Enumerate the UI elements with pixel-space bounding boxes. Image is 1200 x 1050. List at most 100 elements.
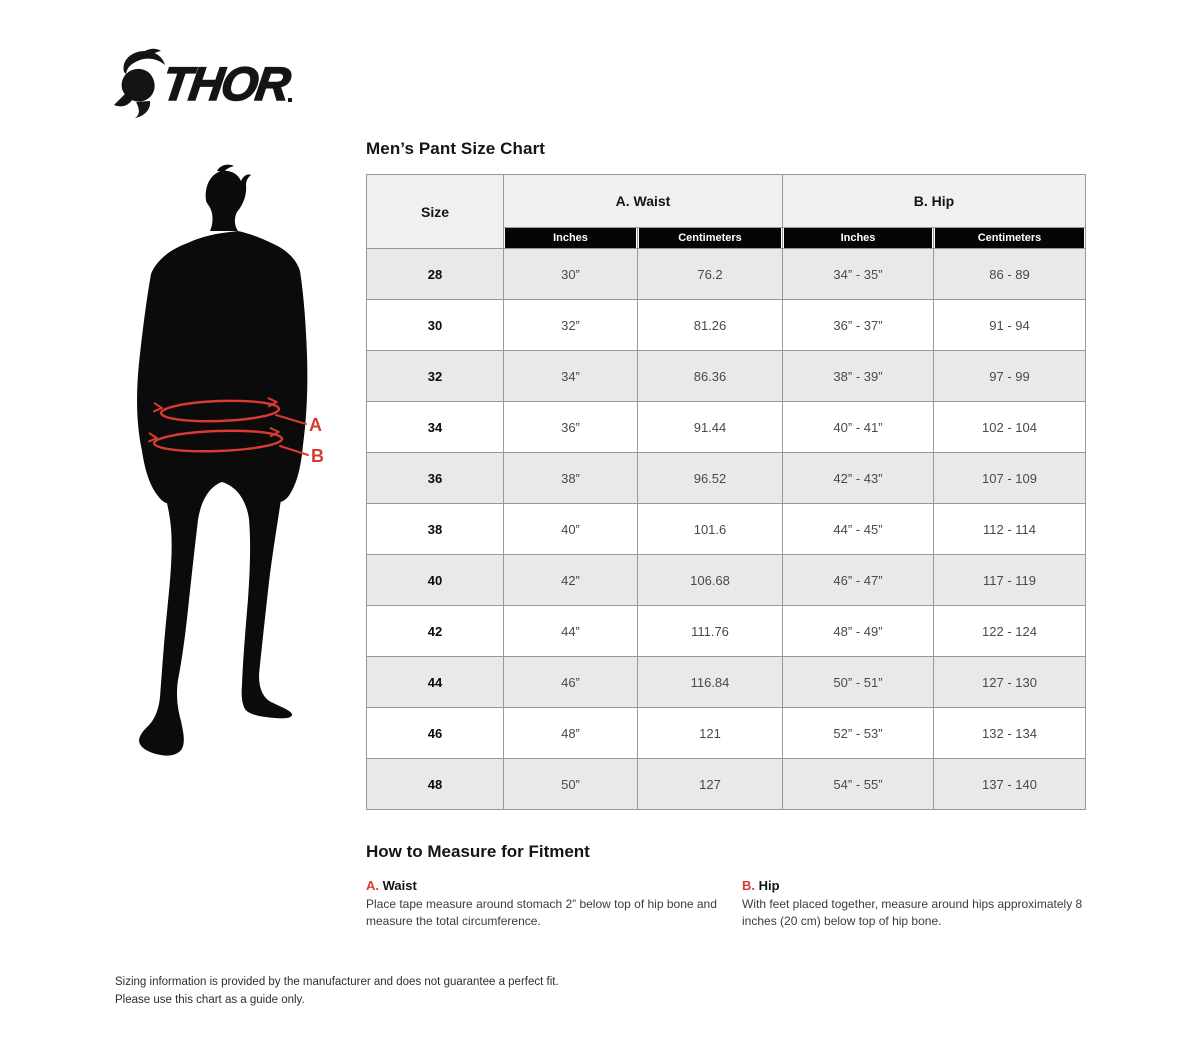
table-row: 46 48” 121 52” - 53” 132 - 134	[366, 707, 1087, 759]
size-cell: 40	[366, 554, 504, 606]
size-cell: 28	[366, 248, 504, 300]
measure-key-a: A.	[366, 878, 379, 893]
hip-in-cell: 34” - 35”	[782, 248, 934, 300]
table-row: 44 46” 116.84 50” - 51” 127 - 130	[366, 656, 1087, 708]
table-row: 34 36” 91.44 40” - 41” 102 - 104	[366, 401, 1087, 453]
hip-in-cell: 50” - 51”	[782, 656, 934, 708]
waist-cm-cell: 101.6	[637, 503, 783, 555]
thor-wordmark: THOR	[158, 57, 294, 111]
hip-cm-cell: 102 - 104	[932, 401, 1087, 453]
table-row: 32 34” 86.36 38” - 39” 97 - 99	[366, 350, 1087, 402]
waist-measure-line	[152, 397, 281, 423]
waist-cm-cell: 121	[637, 707, 783, 759]
hip-in-cell: 54” - 55”	[782, 758, 934, 810]
measure-item-waist: A. Waist Place tape measure around stoma…	[366, 878, 732, 931]
size-cell: 48	[366, 758, 504, 810]
hip-label-b: B	[311, 446, 324, 466]
subheader-waist-centimeters: Centimeters	[639, 228, 781, 248]
size-cell: 38	[366, 503, 504, 555]
column-header-size: Size	[366, 174, 504, 249]
disclaimer-line-2: Please use this chart as a guide only.	[115, 993, 305, 1006]
column-group-hip: B. Hip	[781, 174, 1087, 228]
hip-cm-cell: 137 - 140	[932, 758, 1087, 810]
hip-in-cell: 52” - 53”	[782, 707, 934, 759]
waist-cm-cell: 106.68	[637, 554, 783, 606]
waist-in-cell: 36”	[503, 401, 638, 453]
hip-in-cell: 40” - 41”	[782, 401, 934, 453]
size-cell: 30	[366, 299, 504, 351]
disclaimer-line-1: Sizing information is provided by the ma…	[115, 976, 559, 988]
hip-cm-cell: 127 - 130	[932, 656, 1087, 708]
thor-goat-icon	[114, 48, 165, 118]
waist-in-cell: 42”	[503, 554, 638, 606]
waist-in-cell: 30”	[503, 248, 638, 300]
waist-cm-cell: 91.44	[637, 401, 783, 453]
subheader-waist-inches: Inches	[505, 228, 636, 248]
hip-cm-cell: 132 - 134	[932, 707, 1087, 759]
hip-cm-cell: 86 - 89	[932, 248, 1087, 300]
waist-cm-cell: 111.76	[637, 605, 783, 657]
hip-in-cell: 44” - 45”	[782, 503, 934, 555]
measure-name-hip: Hip	[758, 878, 780, 893]
waist-cm-cell: 76.2	[637, 248, 783, 300]
thor-logo: THOR	[114, 48, 294, 118]
waist-in-cell: 50”	[503, 758, 638, 810]
disclaimer: Sizing information is provided by the ma…	[115, 974, 559, 1010]
table-row: 30 32” 81.26 36” - 37” 91 - 94	[366, 299, 1087, 351]
measure-name-waist: Waist	[382, 878, 417, 893]
size-chart-table: Size A. Waist B. Hip Inches Centimeters …	[366, 174, 1087, 810]
waist-leader-line	[275, 414, 307, 425]
waist-in-cell: 32”	[503, 299, 638, 351]
hip-measure-line	[147, 427, 284, 453]
hip-in-cell: 46” - 47”	[782, 554, 934, 606]
table-row: 40 42” 106.68 46” - 47” 117 - 119	[366, 554, 1087, 606]
measure-item-hip: B. Hip With feet placed together, measur…	[742, 878, 1104, 931]
hip-in-cell: 48” - 49”	[782, 605, 934, 657]
waist-in-cell: 34”	[503, 350, 638, 402]
hip-in-cell: 36” - 37”	[782, 299, 934, 351]
column-group-waist: A. Waist	[503, 174, 783, 228]
waist-label-a: A	[309, 415, 322, 435]
table-row: 28 30” 76.2 34” - 35” 86 - 89	[366, 248, 1087, 300]
waist-cm-cell: 96.52	[637, 452, 783, 504]
hip-in-cell: 42” - 43”	[782, 452, 934, 504]
size-cell: 42	[366, 605, 504, 657]
measure-text-waist: Place tape measure around stomach 2” bel…	[366, 897, 717, 929]
measure-section-heading: How to Measure for Fitment	[366, 842, 590, 861]
size-cell: 44	[366, 656, 504, 708]
size-cell: 36	[366, 452, 504, 504]
fit-figure-diagram: A B	[137, 164, 324, 756]
waist-in-cell: 48”	[503, 707, 638, 759]
table-row: 36 38” 96.52 42” - 43” 107 - 109	[366, 452, 1087, 504]
table-row: 48 50” 127 54” - 55” 137 - 140	[366, 758, 1087, 810]
size-cell: 32	[366, 350, 504, 402]
hip-cm-cell: 91 - 94	[932, 299, 1087, 351]
hip-cm-cell: 97 - 99	[932, 350, 1087, 402]
male-silhouette	[137, 164, 308, 756]
waist-in-cell: 40”	[503, 503, 638, 555]
waist-in-cell: 38”	[503, 452, 638, 504]
waist-cm-cell: 86.36	[637, 350, 783, 402]
subheader-hip-inches: Inches	[784, 228, 932, 248]
waist-in-cell: 46”	[503, 656, 638, 708]
size-cell: 46	[366, 707, 504, 759]
page-title: Men’s Pant Size Chart	[366, 139, 546, 158]
measure-key-b: B.	[742, 878, 755, 893]
hip-leader-line	[279, 445, 309, 456]
measurement-overlay	[147, 397, 309, 456]
size-cell: 34	[366, 401, 504, 453]
hip-cm-cell: 122 - 124	[932, 605, 1087, 657]
hip-cm-cell: 117 - 119	[932, 554, 1087, 606]
hip-cm-cell: 112 - 114	[932, 503, 1087, 555]
measure-text-hip: With feet placed together, measure aroun…	[742, 897, 1083, 929]
waist-cm-cell: 116.84	[637, 656, 783, 708]
waist-in-cell: 44”	[503, 605, 638, 657]
waist-cm-cell: 81.26	[637, 299, 783, 351]
subheader-hip-centimeters: Centimeters	[935, 228, 1085, 248]
hip-in-cell: 38” - 39”	[782, 350, 934, 402]
hip-cm-cell: 107 - 109	[932, 452, 1087, 504]
table-row: 42 44” 111.76 48” - 49” 122 - 124	[366, 605, 1087, 657]
svg-text:THOR: THOR	[159, 58, 293, 111]
table-row: 38 40” 101.6 44” - 45” 112 - 114	[366, 503, 1087, 555]
